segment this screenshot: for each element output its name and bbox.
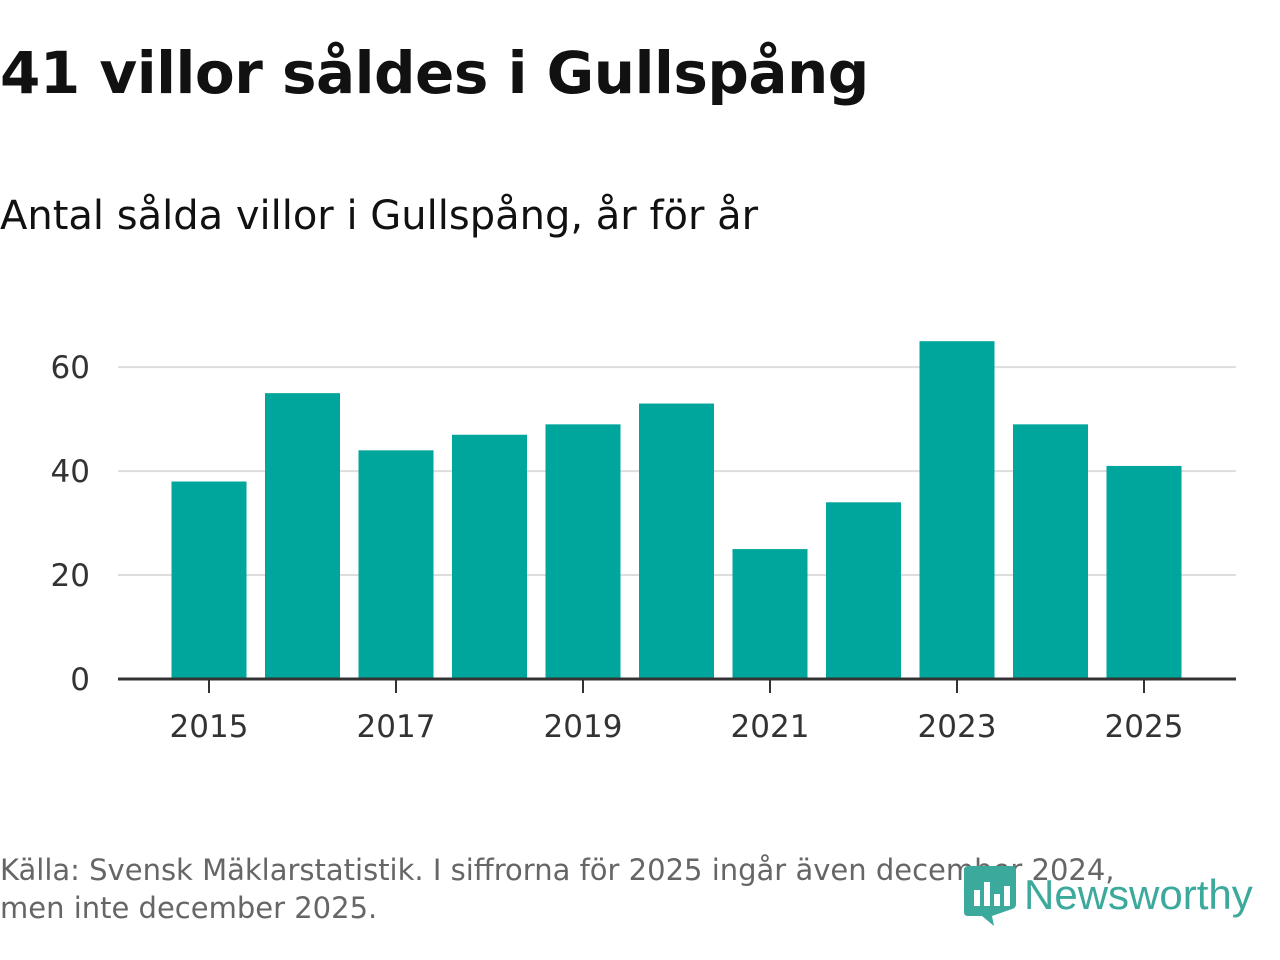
bar-2016 [265, 393, 340, 679]
source-line-2: men inte december 2025. [0, 890, 378, 925]
x-tick-label-2025: 2025 [1105, 709, 1184, 745]
chart-subtitle: Antal sålda villor i Gullspång, år för å… [0, 193, 759, 239]
bar-2021 [732, 549, 808, 679]
x-tick-label-2021: 2021 [731, 709, 810, 745]
bar-2017 [358, 450, 434, 679]
bar-2015 [171, 481, 247, 679]
bar-2024 [1013, 424, 1088, 679]
source-note: Källa: Svensk Mäklarstatistik. I siffror… [0, 852, 1115, 927]
chart-title: 41 villor såldes i Gullspång [0, 39, 869, 107]
bar-2025 [1106, 465, 1182, 679]
bar-2020 [639, 403, 714, 679]
x-tick-label-2019: 2019 [544, 709, 623, 745]
bar-2019 [545, 424, 621, 679]
newsworthy-logo-icon [964, 866, 1016, 926]
x-tick-label-2015: 2015 [170, 709, 249, 745]
y-tick-label-40: 40 [51, 454, 90, 490]
y-tick-label-60: 60 [51, 350, 90, 386]
source-line-1: Källa: Svensk Mäklarstatistik. I siffror… [0, 853, 1115, 887]
bar-chart: 0 20 40 60 2015 2017 2019 2021 2023 2025 [51, 341, 1236, 745]
bar-2023 [919, 341, 995, 679]
bar-2022 [826, 502, 901, 679]
y-tick-label-0: 0 [70, 662, 90, 698]
x-tick-label-2017: 2017 [357, 709, 436, 745]
x-tick-label-2023: 2023 [918, 709, 997, 745]
logo-text: Newsworthy [1024, 871, 1253, 918]
bar-2018 [452, 434, 527, 679]
newsworthy-logo: Newsworthy [962, 860, 1280, 930]
y-tick-label-20: 20 [51, 558, 90, 594]
